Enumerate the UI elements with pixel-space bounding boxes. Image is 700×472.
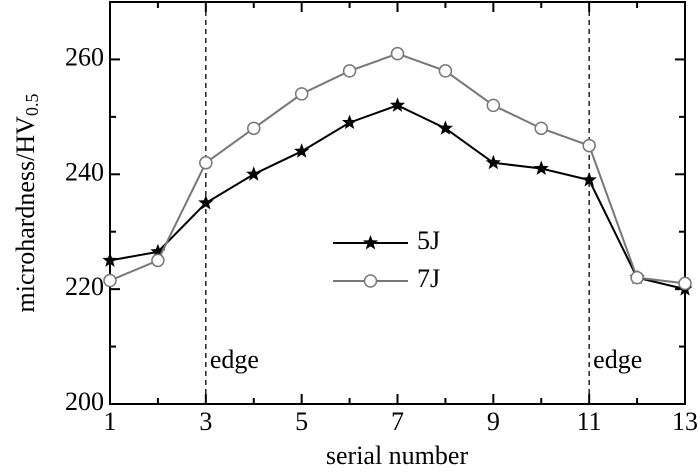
marker bbox=[437, 120, 454, 135]
y-tick-label: 260 bbox=[65, 42, 104, 71]
edge-label: edge bbox=[593, 345, 642, 374]
marker bbox=[103, 273, 117, 288]
marker bbox=[438, 64, 453, 78]
legend-label: 7J bbox=[417, 264, 440, 293]
y-axis-label: microhardness/HV0.5 bbox=[11, 94, 42, 313]
marker bbox=[389, 97, 406, 112]
y-tick-label: 220 bbox=[65, 272, 104, 301]
marker bbox=[102, 252, 118, 267]
legend-marker bbox=[362, 235, 379, 250]
marker bbox=[247, 121, 261, 136]
x-axis-label: serial number bbox=[326, 441, 469, 470]
marker bbox=[485, 154, 501, 170]
series-line bbox=[109, 104, 686, 291]
marker bbox=[198, 195, 214, 210]
x-tick-label: 13 bbox=[672, 407, 698, 436]
marker bbox=[534, 121, 548, 136]
legend-marker bbox=[363, 274, 378, 288]
marker bbox=[678, 276, 692, 291]
marker bbox=[246, 166, 262, 181]
plot-frame bbox=[109, 1, 686, 405]
series-line bbox=[109, 52, 686, 285]
marker bbox=[390, 46, 405, 61]
edge-label: edge bbox=[210, 345, 259, 374]
marker bbox=[582, 138, 596, 153]
y-axis-label-subscript: 0.5 bbox=[22, 94, 42, 117]
marker bbox=[294, 143, 310, 158]
marker bbox=[341, 114, 358, 130]
marker bbox=[199, 156, 213, 170]
marker bbox=[630, 270, 644, 285]
y-axis-label-main: microhardness/HV bbox=[11, 116, 40, 313]
x-tick-label: 1 bbox=[104, 407, 117, 436]
marker bbox=[151, 253, 165, 268]
legend-label: 5J bbox=[417, 226, 440, 255]
x-tick-label: 9 bbox=[487, 407, 500, 436]
marker bbox=[486, 98, 501, 113]
marker bbox=[294, 87, 309, 101]
y-tick-label: 200 bbox=[65, 387, 104, 416]
marker bbox=[342, 64, 357, 78]
x-tick-label: 7 bbox=[391, 407, 404, 436]
x-tick-label: 11 bbox=[577, 407, 602, 436]
y-tick-label: 240 bbox=[65, 157, 104, 186]
x-tick-label: 5 bbox=[295, 407, 308, 436]
marker bbox=[533, 160, 549, 176]
marker bbox=[581, 172, 597, 187]
x-tick-label: 3 bbox=[199, 407, 212, 436]
marker bbox=[150, 243, 166, 259]
